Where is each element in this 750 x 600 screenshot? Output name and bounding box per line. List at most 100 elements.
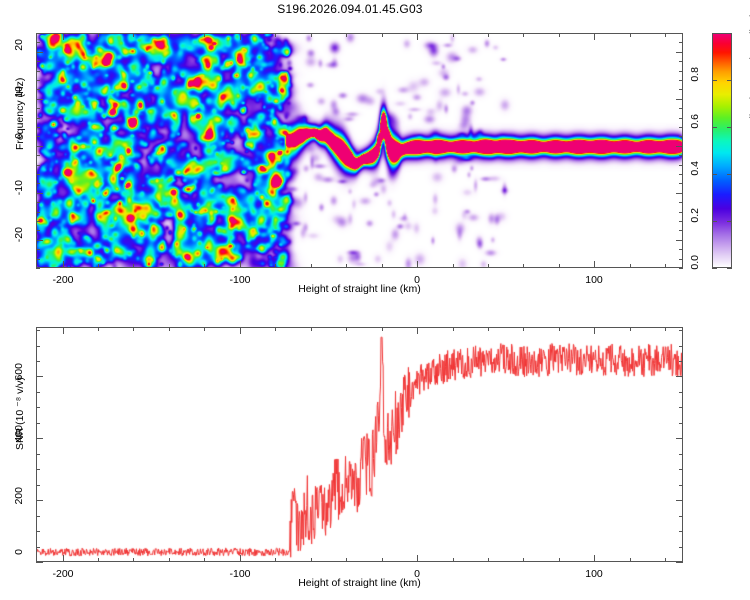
colorbar-tick bbox=[712, 80, 717, 81]
minor-tick-y bbox=[36, 330, 40, 331]
major-tick-x bbox=[417, 33, 418, 40]
minor-tick-y bbox=[36, 174, 40, 175]
colorbar-tick-label: 0.0 bbox=[689, 255, 701, 270]
colorbar-tick-label: 0.4 bbox=[689, 161, 701, 176]
minor-tick-x bbox=[488, 33, 489, 37]
major-tick-y bbox=[676, 438, 683, 439]
minor-tick-x bbox=[311, 33, 312, 37]
minor-tick-y bbox=[36, 165, 40, 166]
major-tick-y bbox=[676, 52, 683, 53]
minor-tick-y bbox=[36, 61, 40, 62]
minor-tick-y bbox=[679, 346, 683, 347]
snr-line-plot bbox=[37, 328, 682, 561]
minor-tick-x bbox=[311, 327, 312, 331]
minor-tick-y bbox=[679, 423, 683, 424]
minor-tick-x bbox=[559, 264, 560, 268]
minor-tick-y bbox=[679, 108, 683, 109]
minor-tick-x bbox=[275, 327, 276, 331]
minor-tick-y bbox=[679, 249, 683, 250]
minor-tick-y bbox=[36, 33, 40, 34]
minor-tick-y bbox=[679, 392, 683, 393]
major-tick-y bbox=[36, 52, 43, 53]
minor-tick-y bbox=[36, 42, 40, 43]
minor-tick-x bbox=[523, 33, 524, 37]
minor-tick-y bbox=[679, 183, 683, 184]
colorbar-tick-label: 0.6 bbox=[689, 114, 701, 129]
minor-tick-y bbox=[36, 108, 40, 109]
spectrogram-image bbox=[37, 34, 682, 267]
major-tick-x bbox=[63, 33, 64, 40]
colorbar-tick bbox=[727, 127, 732, 128]
minor-tick-y bbox=[679, 531, 683, 532]
minor-tick-y bbox=[36, 454, 40, 455]
minor-tick-x bbox=[275, 33, 276, 37]
minor-tick-x bbox=[275, 558, 276, 562]
colorbar-tick-label: 0.8 bbox=[689, 67, 701, 82]
minor-tick-x bbox=[169, 558, 170, 562]
minor-tick-x bbox=[382, 327, 383, 331]
minor-tick-y bbox=[679, 174, 683, 175]
minor-tick-y bbox=[679, 221, 683, 222]
y-tick-label: 200 bbox=[13, 487, 25, 505]
y-tick-label: 0 bbox=[13, 549, 25, 555]
colorbar-tick bbox=[727, 174, 732, 175]
minor-tick-x bbox=[382, 33, 383, 37]
x-tick-label: -200 bbox=[52, 274, 74, 286]
minor-tick-y bbox=[679, 155, 683, 156]
minor-tick-y bbox=[679, 547, 683, 548]
major-tick-y bbox=[36, 193, 43, 194]
minor-tick-x bbox=[133, 327, 134, 331]
major-tick-y bbox=[676, 500, 683, 501]
minor-tick-y bbox=[679, 42, 683, 43]
colorbar-gradient bbox=[713, 34, 731, 267]
minor-tick-x bbox=[453, 558, 454, 562]
major-tick-x bbox=[240, 555, 241, 562]
colorbar-tick bbox=[727, 221, 732, 222]
minor-tick-x bbox=[488, 327, 489, 331]
minor-tick-x bbox=[346, 264, 347, 268]
y-tick-label: -10 bbox=[13, 180, 25, 196]
x-tick-label: 0 bbox=[414, 274, 420, 286]
minor-tick-x bbox=[665, 264, 666, 268]
minor-tick-x bbox=[630, 264, 631, 268]
minor-tick-y bbox=[679, 330, 683, 331]
minor-tick-x bbox=[382, 558, 383, 562]
minor-tick-y bbox=[679, 71, 683, 72]
minor-tick-y bbox=[679, 361, 683, 362]
minor-tick-x bbox=[98, 558, 99, 562]
minor-tick-x bbox=[98, 33, 99, 37]
major-tick-x bbox=[240, 33, 241, 40]
major-tick-x bbox=[63, 555, 64, 562]
minor-tick-y bbox=[36, 423, 40, 424]
colorbar-tick bbox=[712, 221, 717, 222]
minor-tick-y bbox=[679, 454, 683, 455]
minor-tick-y bbox=[36, 547, 40, 548]
minor-tick-y bbox=[36, 80, 40, 81]
minor-tick-y bbox=[679, 33, 683, 34]
x-tick-label: -100 bbox=[229, 568, 251, 580]
minor-tick-y bbox=[36, 249, 40, 250]
major-tick-y bbox=[676, 240, 683, 241]
minor-tick-x bbox=[98, 264, 99, 268]
minor-tick-x bbox=[559, 327, 560, 331]
y-tick-label: 20 bbox=[13, 39, 25, 51]
minor-tick-y bbox=[679, 469, 683, 470]
minor-tick-y bbox=[36, 89, 40, 90]
minor-tick-y bbox=[679, 268, 683, 269]
figure-title: S196.2026.094.01.45.G03 bbox=[277, 2, 423, 16]
major-tick-y bbox=[676, 99, 683, 100]
minor-tick-y bbox=[36, 361, 40, 362]
x-tick-label: -200 bbox=[52, 568, 74, 580]
major-tick-x bbox=[417, 261, 418, 268]
colorbar-axes bbox=[712, 33, 732, 268]
minor-tick-x bbox=[133, 558, 134, 562]
colorbar-tick bbox=[727, 268, 732, 269]
minor-tick-x bbox=[665, 327, 666, 331]
major-tick-y bbox=[676, 146, 683, 147]
minor-tick-x bbox=[311, 264, 312, 268]
minor-tick-x bbox=[523, 264, 524, 268]
colorbar-tick bbox=[712, 127, 717, 128]
minor-tick-y bbox=[36, 212, 40, 213]
colorbar-tick bbox=[712, 268, 717, 269]
